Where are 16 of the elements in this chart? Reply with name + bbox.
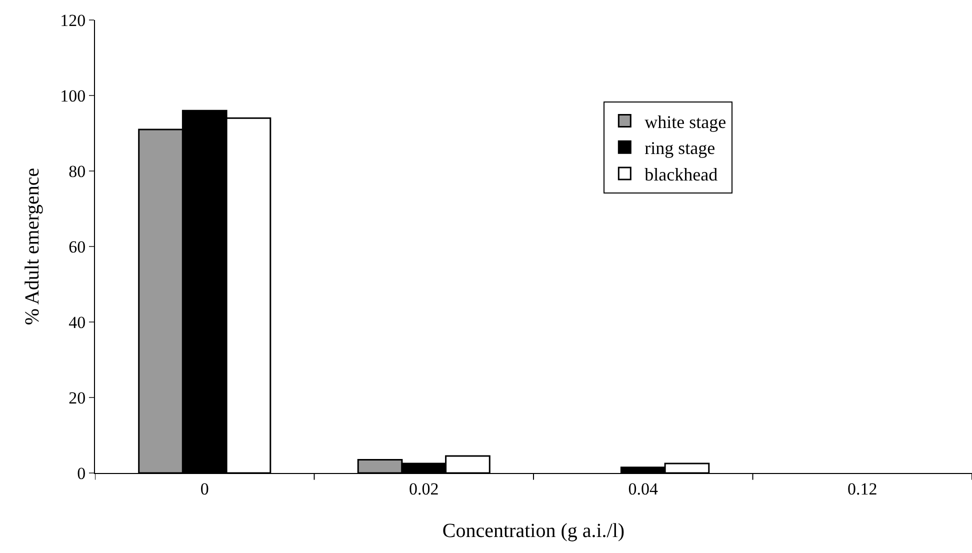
y-tick-label: 60: [68, 237, 86, 256]
y-tick-label: 20: [68, 388, 86, 408]
y-tick-label: 40: [68, 312, 86, 332]
legend-label: ring stage: [644, 138, 716, 158]
y-tick-label: 80: [68, 162, 86, 181]
x-tick-label: 0.04: [628, 479, 659, 498]
x-tick-label: 0.02: [409, 479, 439, 498]
x-axis-title: Concentration (g a.i./l): [442, 520, 625, 542]
y-tick-label: 120: [60, 10, 86, 30]
x-tick-label: 0.12: [848, 479, 878, 498]
y-axis-title: % Adult emergence: [22, 168, 44, 326]
y-tick-label: 0: [77, 464, 86, 483]
x-tick-label: 0: [200, 479, 209, 498]
legend-label: white stage: [644, 112, 726, 132]
y-tick-label: 100: [60, 86, 86, 106]
legend-label: blackhead: [644, 164, 718, 185]
